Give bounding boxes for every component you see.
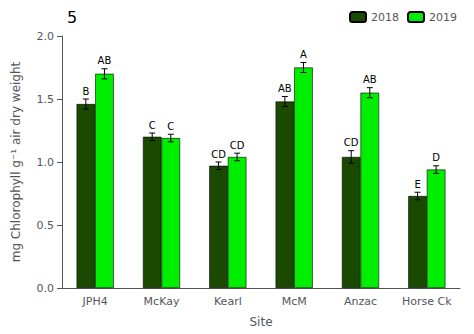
svg-text:2.0: 2.0 (37, 30, 55, 43)
svg-text:1.5: 1.5 (37, 93, 55, 106)
svg-text:CD: CD (211, 149, 226, 160)
svg-text:CD: CD (344, 137, 359, 148)
svg-text:0.0: 0.0 (37, 282, 55, 295)
svg-text:A: A (300, 49, 307, 60)
svg-text:C: C (149, 120, 156, 131)
svg-text:CD: CD (230, 140, 245, 151)
svg-text:Horse Ck: Horse Ck (402, 295, 452, 308)
svg-text:JPH4: JPH4 (82, 295, 108, 308)
svg-text:0.5: 0.5 (37, 219, 55, 232)
svg-text:AB: AB (98, 55, 112, 66)
svg-text:Anzac: Anzac (344, 295, 377, 308)
svg-text:AB: AB (363, 74, 377, 85)
svg-text:E: E (414, 179, 420, 190)
svg-text:C: C (167, 121, 174, 132)
svg-text:McM: McM (282, 295, 307, 308)
svg-text:Site: Site (249, 315, 272, 329)
svg-text:mg Chlorophyll g⁻¹ air dry wei: mg Chlorophyll g⁻¹ air dry weight (9, 61, 23, 262)
svg-text:5: 5 (67, 8, 77, 27)
svg-text:Kearl: Kearl (214, 295, 242, 308)
svg-text:McKay: McKay (144, 295, 180, 308)
svg-text:AB: AB (278, 83, 292, 94)
svg-text:1.0: 1.0 (37, 156, 55, 169)
svg-text:2019: 2019 (429, 11, 457, 24)
svg-text:B: B (82, 86, 89, 97)
svg-text:D: D (432, 152, 440, 163)
svg-text:2018: 2018 (371, 11, 399, 24)
